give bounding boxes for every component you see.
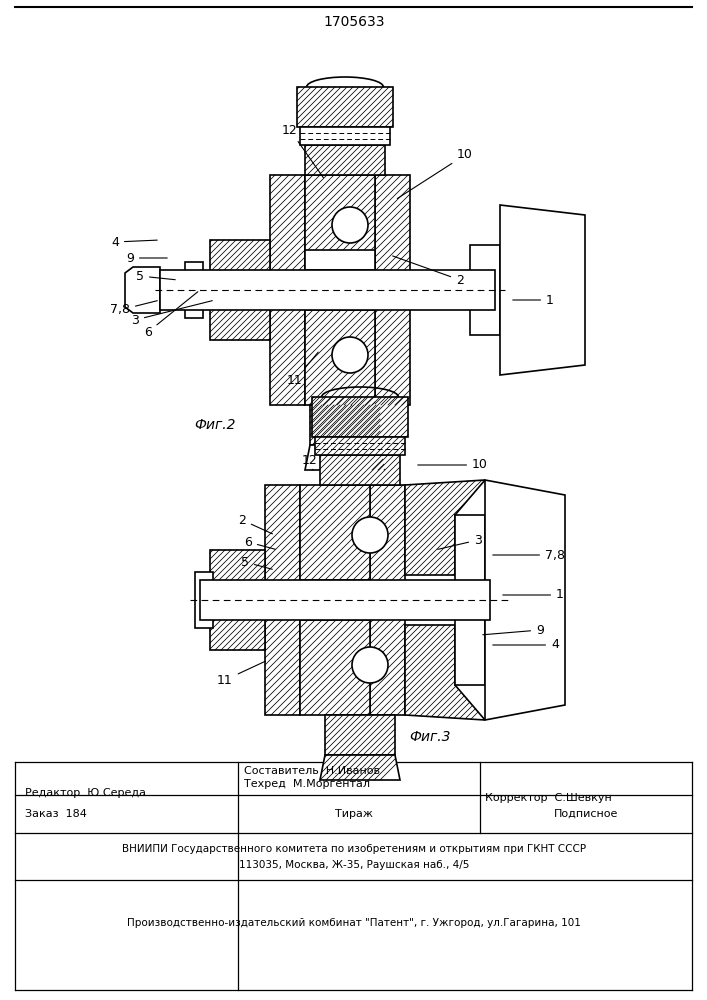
Text: Корректор  С.Шевкун: Корректор С.Шевкун — [485, 793, 612, 803]
Bar — [160, 270, 495, 310]
Text: 5: 5 — [136, 269, 175, 282]
Text: 9: 9 — [126, 251, 168, 264]
Polygon shape — [405, 625, 485, 720]
Bar — [305, 145, 385, 175]
Circle shape — [352, 517, 388, 553]
Text: Фиг.3: Фиг.3 — [409, 730, 451, 744]
Text: 12: 12 — [282, 123, 323, 178]
Text: 10: 10 — [397, 148, 473, 198]
Text: Редактор  Ю.Середа: Редактор Ю.Середа — [25, 788, 146, 798]
Text: 6: 6 — [144, 292, 198, 338]
Text: Производственно-издательский комбинат "Патент", г. Ужгород, ул.Гагарина, 101: Производственно-издательский комбинат "П… — [127, 918, 581, 928]
Text: 2: 2 — [238, 514, 272, 534]
Text: Тираж: Тираж — [335, 809, 373, 819]
Bar — [370, 485, 405, 715]
Bar — [265, 485, 300, 715]
Bar — [320, 455, 400, 485]
Bar — [305, 175, 375, 270]
Text: 3: 3 — [131, 301, 212, 326]
Text: Техред  М.Моргентал: Техред М.Моргентал — [244, 779, 370, 789]
Bar — [305, 310, 375, 405]
Text: 11: 11 — [217, 661, 266, 686]
Polygon shape — [405, 480, 485, 575]
Bar — [375, 175, 410, 405]
Bar — [210, 240, 270, 340]
Bar — [195, 572, 213, 628]
Text: 2: 2 — [392, 256, 464, 286]
Circle shape — [332, 207, 368, 243]
Bar — [200, 580, 490, 620]
Text: 4: 4 — [111, 235, 157, 248]
Bar — [300, 485, 370, 580]
Text: 7,8: 7,8 — [110, 301, 157, 316]
Text: 10: 10 — [418, 458, 488, 472]
Bar — [210, 550, 265, 650]
Bar — [310, 405, 380, 445]
Text: 1: 1 — [513, 294, 554, 306]
Polygon shape — [305, 445, 385, 470]
Text: Составитель  Н.Иванов: Составитель Н.Иванов — [244, 766, 380, 776]
Bar — [455, 515, 485, 685]
Bar — [300, 620, 370, 715]
Circle shape — [352, 647, 388, 683]
Text: 113035, Москва, Ж-35, Раушская наб., 4/5: 113035, Москва, Ж-35, Раушская наб., 4/5 — [239, 860, 469, 870]
Polygon shape — [305, 250, 375, 270]
Bar — [215, 583, 260, 617]
Text: Заказ  184: Заказ 184 — [25, 809, 87, 819]
Bar — [312, 397, 408, 437]
Text: ВНИИПИ Государственного комитета по изобретениям и открытиям при ГКНТ СССР: ВНИИПИ Государственного комитета по изоб… — [122, 844, 586, 854]
Bar — [300, 127, 390, 145]
Polygon shape — [485, 480, 565, 720]
Bar — [325, 715, 395, 755]
Bar — [185, 262, 203, 318]
Bar — [270, 175, 305, 405]
Text: 1705633: 1705633 — [323, 15, 385, 29]
Circle shape — [332, 337, 368, 373]
Bar — [297, 87, 393, 127]
Text: 12: 12 — [302, 454, 318, 470]
Text: 1: 1 — [503, 588, 564, 601]
Polygon shape — [320, 755, 400, 780]
Bar — [215, 272, 265, 308]
Bar — [202, 284, 214, 296]
Text: 5: 5 — [241, 556, 272, 569]
Text: 11: 11 — [287, 352, 318, 386]
Text: Подписное: Подписное — [554, 809, 618, 819]
Text: Фиг.2: Фиг.2 — [194, 418, 235, 432]
Text: 6: 6 — [244, 536, 275, 549]
Polygon shape — [500, 205, 585, 375]
Text: 4: 4 — [493, 639, 559, 652]
Bar — [315, 437, 405, 455]
Polygon shape — [125, 267, 160, 313]
Text: 7,8: 7,8 — [493, 548, 565, 562]
Bar — [470, 245, 500, 335]
Text: 3: 3 — [438, 534, 482, 549]
Text: 9: 9 — [483, 624, 544, 637]
